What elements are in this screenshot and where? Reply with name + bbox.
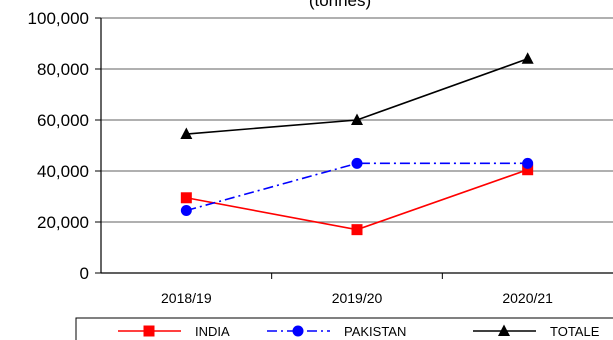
y-tick-label: 20,000 [37,213,89,232]
chart-title: (tonnes) [309,0,371,10]
series-line-india [186,168,528,231]
y-tick-label: 0 [80,264,89,283]
legend-marker [292,325,304,337]
y-tick-label: 80,000 [37,60,89,79]
y-tick-label: 40,000 [37,162,89,181]
legend-marker [498,324,510,336]
x-tick-label: 2019/20 [332,290,383,306]
data-point-india [522,164,534,176]
legend-label: PAKISTAN [344,324,406,339]
data-point-pakistan [522,157,534,169]
data-point-totale [521,52,534,64]
legend-marker [143,325,155,337]
series-group [180,52,534,236]
legend-box [75,317,613,340]
legend-label: INDIA [195,324,230,339]
legend-label: TOTALE [550,324,600,339]
data-point-pakistan [351,157,363,169]
y-tick-label: 60,000 [37,111,89,130]
y-axis-ticks: 0 20,000 40,000 60,000 80,000 100,000 [28,9,101,283]
axes [100,18,613,274]
x-tick-label: 2018/19 [161,290,212,306]
x-tick-label: 2020/21 [502,290,553,306]
data-point-pakistan [180,205,192,217]
data-point-india [351,224,363,236]
data-point-india [180,192,192,204]
data-point-totale [180,127,193,140]
legend: INDIA PAKISTAN TOTALE [75,317,613,340]
data-point-totale [351,113,363,125]
x-axis-ticks: 2018/19 2019/20 2020/21 [161,273,553,306]
y-tick-label: 100,000 [28,9,89,28]
